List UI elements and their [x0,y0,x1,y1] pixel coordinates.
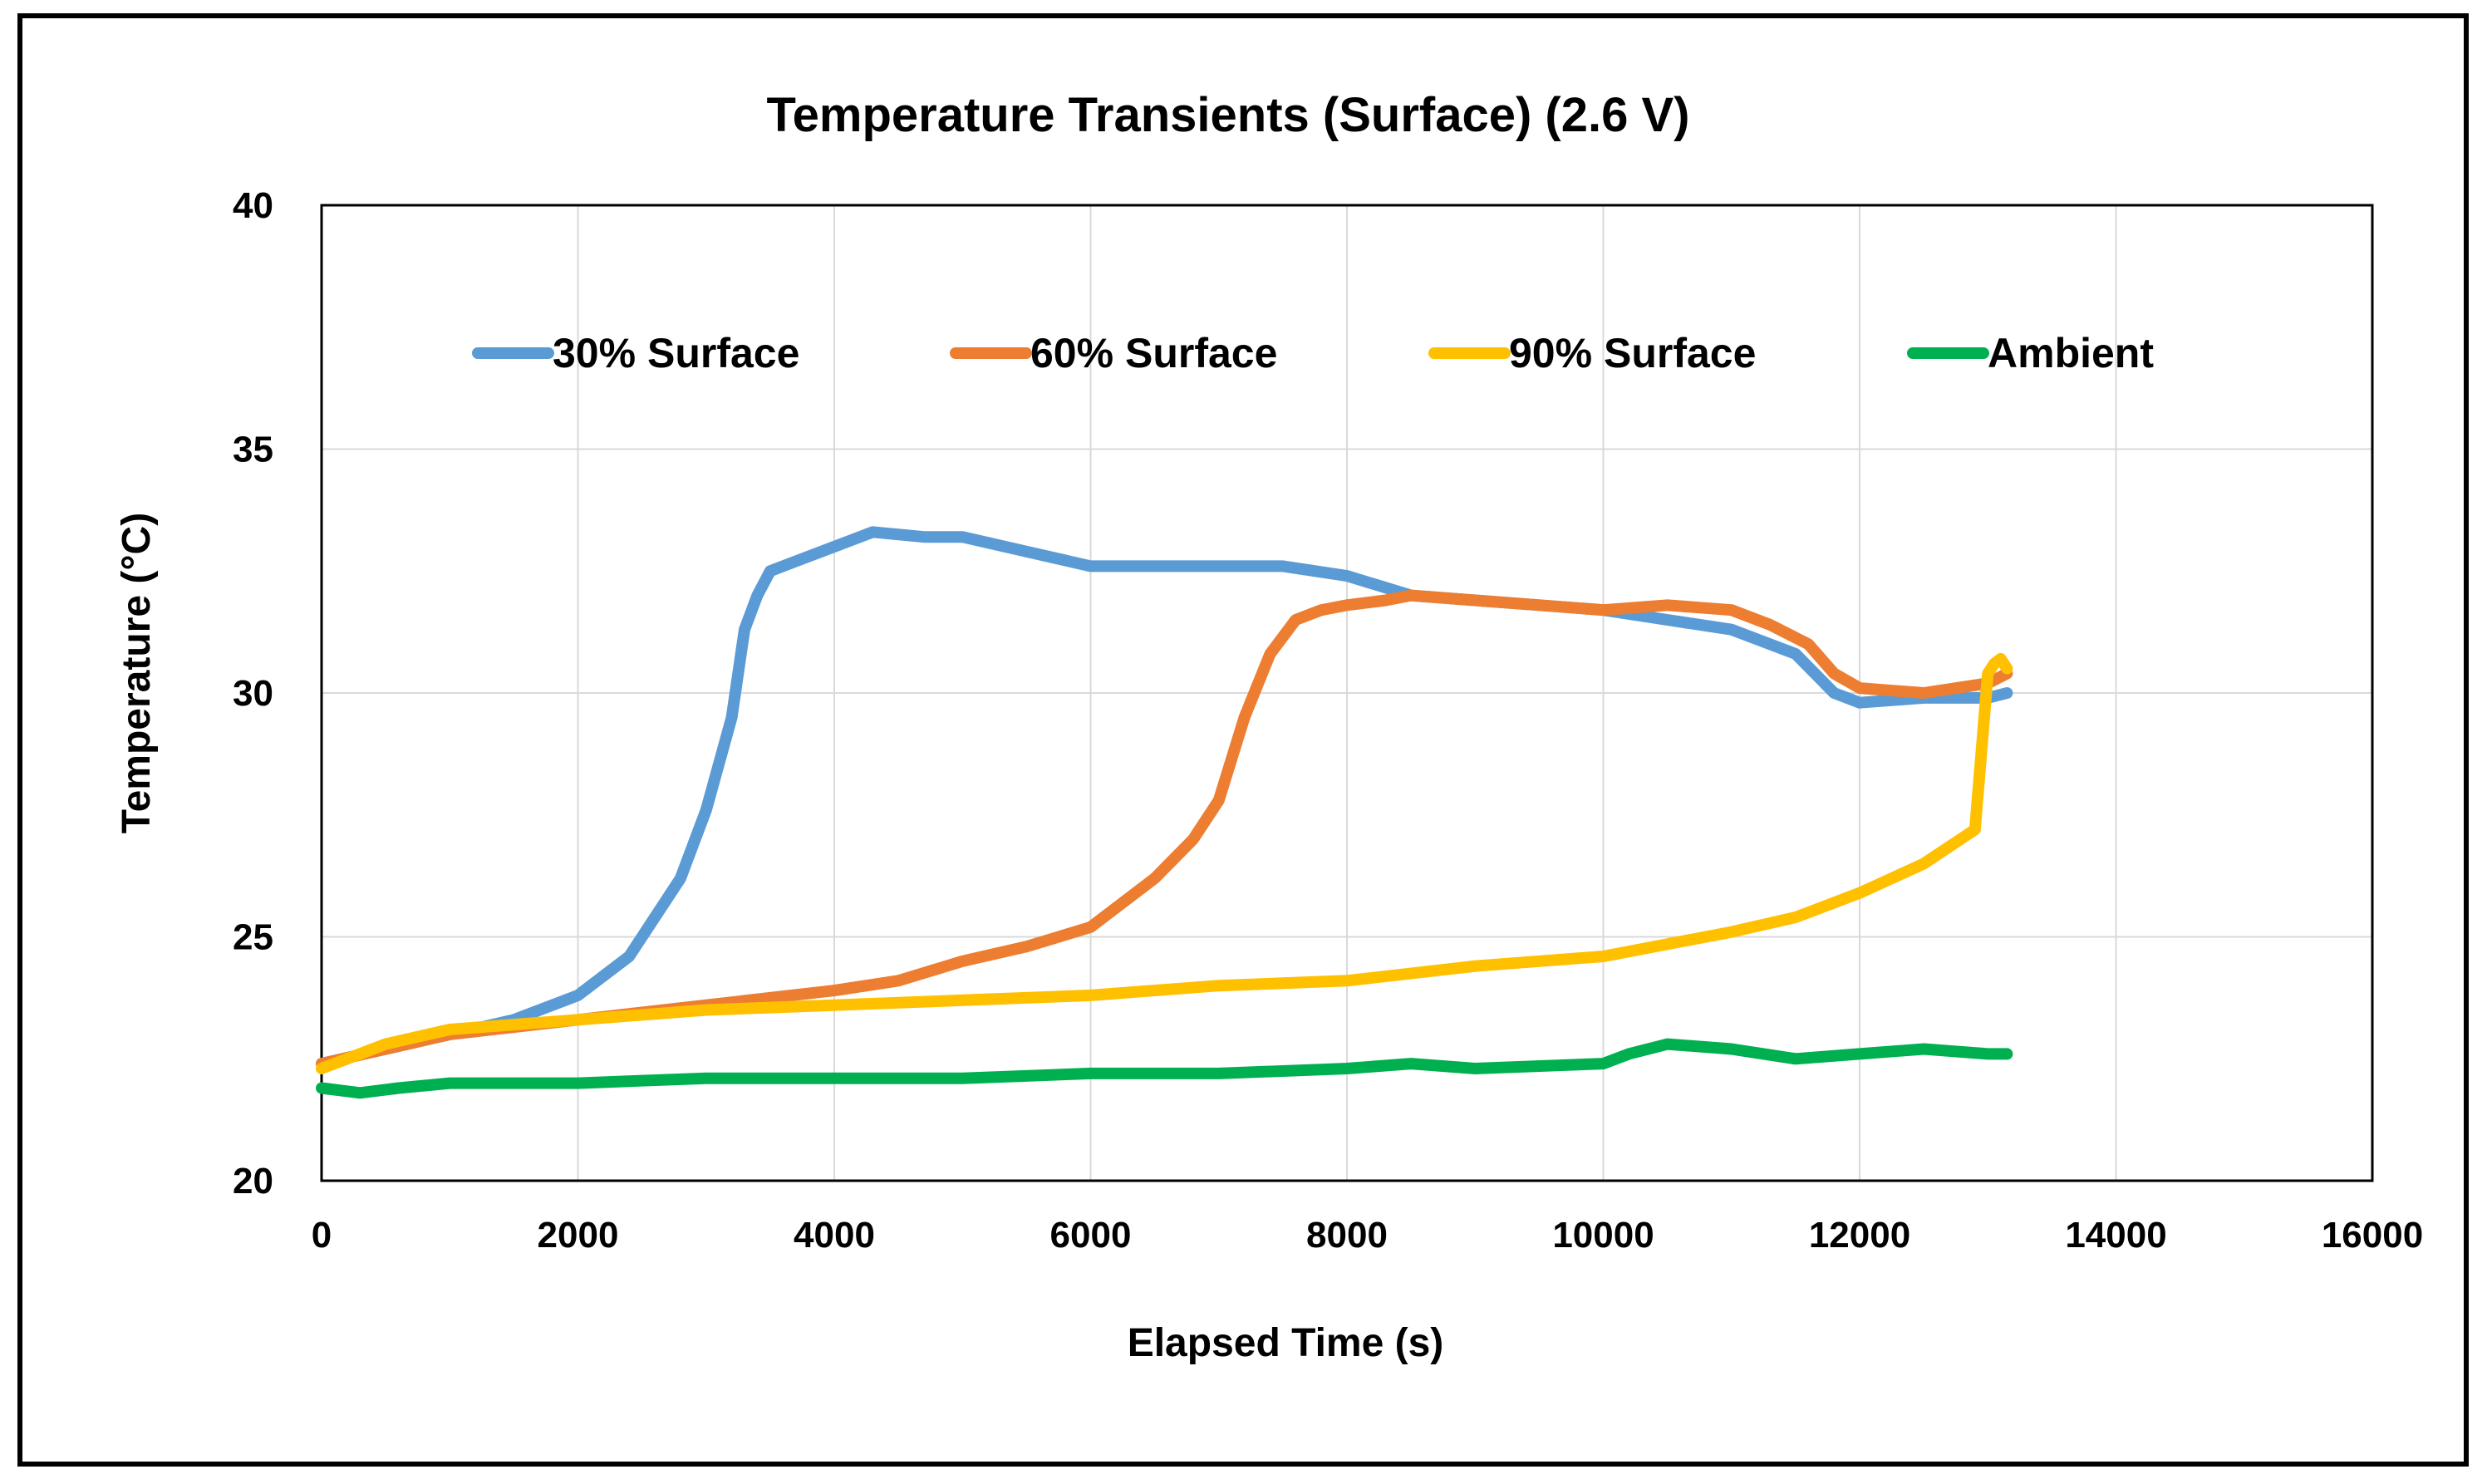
series-line-ambient [316,1038,2013,1099]
legend: 30% Surface 60% Surface 90% Surface Ambient [472,330,2154,376]
x-tick-label: 2000 [538,1215,619,1256]
series-line-30-surface [316,526,2013,1070]
x-tick-label: 14000 [2065,1215,2166,1256]
y-tick-label: 40 [233,185,273,226]
y-tick-label: 25 [233,917,273,958]
x-tick-label: 4000 [794,1215,875,1256]
y-tick-labels: 20 25 30 35 40 [233,185,273,1201]
y-tick-label: 20 [233,1161,273,1201]
y-axis-label: Temperature (°C) [115,513,159,833]
y-tick-label: 35 [233,430,273,470]
axes [320,204,2374,1182]
x-tick-labels: 0 2000 4000 6000 8000 10000 12000 14000 16000 [312,1215,2423,1256]
x-tick-label: 16000 [2322,1215,2423,1256]
legend-label-ambient: Ambient [1988,330,2154,376]
series-lines [316,526,2013,1099]
x-tick-label: 0 [312,1215,332,1256]
legend-label-30-surface: 30% Surface [553,330,799,376]
y-tick-label: 30 [233,673,273,714]
x-axis-label: Elapsed Time (s) [1128,1321,1444,1365]
x-tick-label: 12000 [1809,1215,1910,1256]
chart-title: Temperature Transients (Surface) (2.6 V) [767,88,1690,142]
plot-area-border [320,204,2374,1182]
series-line-60-surface [316,589,2013,1070]
x-tick-label: 6000 [1050,1215,1132,1256]
legend-label-60-surface: 60% Surface [1030,330,1277,376]
legend-label-90-surface: 90% Surface [1509,330,1756,376]
x-tick-label: 10000 [1552,1215,1654,1256]
series-line-90-surface [316,652,2013,1074]
x-tick-label: 8000 [1306,1215,1388,1256]
